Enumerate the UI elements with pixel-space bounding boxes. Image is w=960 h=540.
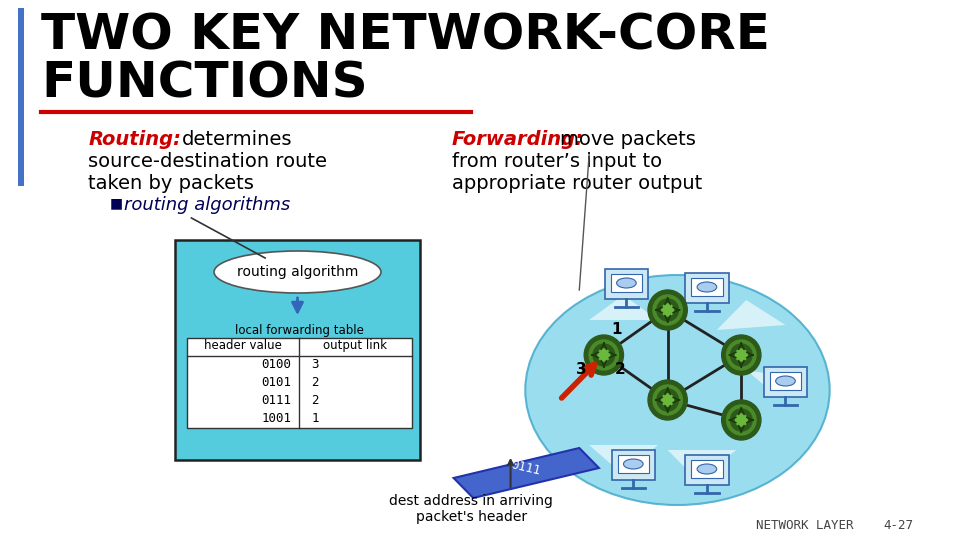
Circle shape [657,299,679,321]
Text: from router’s input to: from router’s input to [451,152,661,171]
Text: 2: 2 [615,362,626,377]
Text: local forwarding table: local forwarding table [235,324,364,337]
Circle shape [727,405,756,435]
Circle shape [661,394,674,406]
Text: 0101: 0101 [262,376,292,389]
Text: 2: 2 [311,394,319,407]
Ellipse shape [697,464,717,474]
Circle shape [657,389,679,411]
Circle shape [653,295,683,325]
Bar [685,273,729,303]
Bar [605,269,648,299]
Polygon shape [667,450,736,480]
Bar [617,455,649,473]
Text: 1: 1 [311,412,319,425]
Ellipse shape [525,275,829,505]
Text: 1: 1 [612,322,622,338]
Text: appropriate router output: appropriate router output [451,174,702,193]
Polygon shape [454,448,599,498]
Bar [691,460,723,478]
Text: 3: 3 [576,362,587,377]
Text: routing algorithms: routing algorithms [124,196,290,214]
Circle shape [731,344,752,366]
Text: taken by packets: taken by packets [88,174,254,193]
Text: FUNCTIONS: FUNCTIONS [41,60,368,108]
Circle shape [653,385,683,415]
Text: 1001: 1001 [262,412,292,425]
Bar [175,240,420,460]
Bar [770,372,802,390]
Text: move packets: move packets [560,130,696,149]
Text: Routing:: Routing: [88,130,181,149]
Text: determines: determines [181,130,292,149]
Circle shape [722,335,761,375]
Circle shape [593,344,614,366]
Circle shape [722,400,761,440]
Circle shape [648,380,687,420]
Circle shape [648,290,687,330]
Bar [685,455,729,485]
Bar [17,8,24,186]
Circle shape [731,409,752,431]
Text: dest address in arriving
packet's header: dest address in arriving packet's header [390,494,553,524]
Text: source-destination route: source-destination route [88,152,327,171]
Text: TWO KEY NETWORK-CORE: TWO KEY NETWORK-CORE [41,12,770,60]
Circle shape [735,414,747,426]
Text: ■: ■ [110,196,123,210]
Text: 4-27: 4-27 [883,519,914,532]
Text: 2: 2 [311,376,319,389]
Text: routing algorithm: routing algorithm [237,265,358,279]
Ellipse shape [616,278,636,288]
Polygon shape [746,370,805,395]
Text: 0111: 0111 [262,394,292,407]
Circle shape [727,340,756,370]
Text: output link: output link [324,339,388,352]
Bar [186,338,413,428]
Ellipse shape [214,251,381,293]
Bar [612,450,655,480]
Polygon shape [589,445,658,475]
Bar [611,274,642,292]
Polygon shape [717,300,785,330]
Circle shape [589,340,618,370]
Ellipse shape [697,282,717,292]
Circle shape [598,349,610,361]
Text: Forwarding:: Forwarding: [451,130,584,149]
Circle shape [661,304,674,316]
Circle shape [735,349,747,361]
Circle shape [585,335,623,375]
Text: 3: 3 [311,358,319,371]
Text: header value: header value [204,339,281,352]
Bar [764,367,807,397]
Bar [691,278,723,296]
Polygon shape [589,295,658,320]
Text: NETWORK LAYER: NETWORK LAYER [756,519,853,532]
Ellipse shape [623,459,643,469]
Text: 0111: 0111 [509,458,541,478]
Ellipse shape [776,376,795,386]
Text: 0100: 0100 [262,358,292,371]
